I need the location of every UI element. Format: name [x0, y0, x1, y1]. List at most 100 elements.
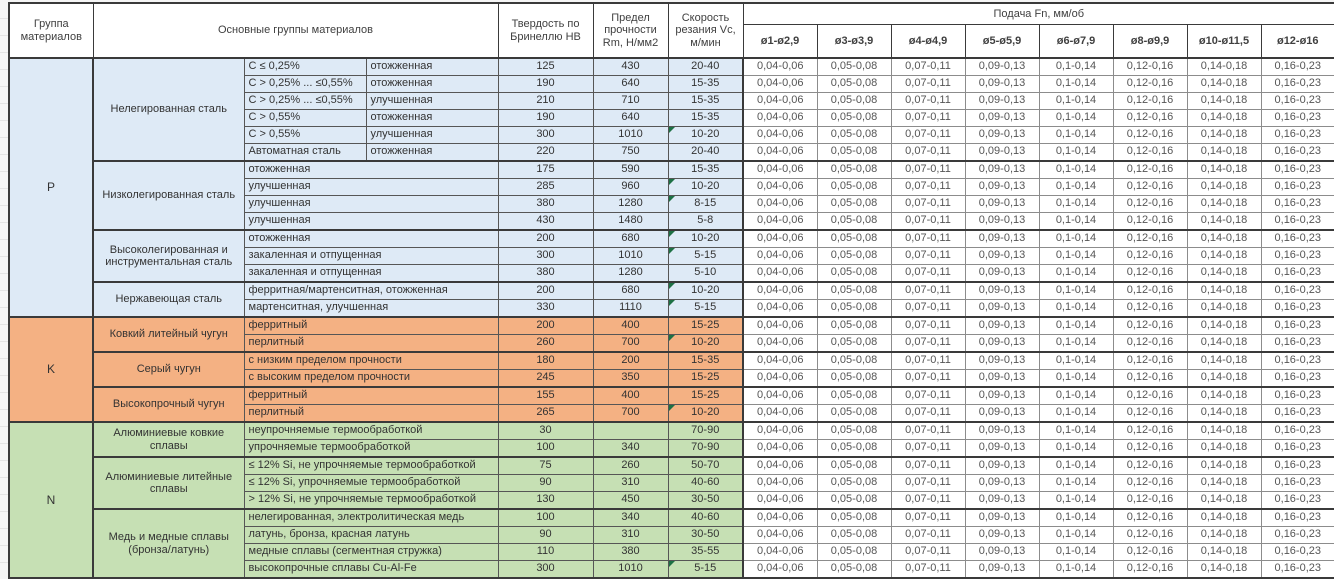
cell-feed[interactable]: 0,1-0,14 [1038, 299, 1114, 318]
cell-feed[interactable]: 0,14-0,18 [1186, 178, 1262, 196]
cell-feed[interactable]: 0,16-0,23 [1260, 474, 1334, 492]
cell-condition[interactable]: улучшенная [243, 212, 499, 231]
cell-speed[interactable]: 20-40 [667, 143, 744, 162]
cell-condition[interactable]: C > 0,25% ... ≤0,55% [243, 92, 367, 110]
cell-feed[interactable]: 0,1-0,14 [1038, 316, 1114, 335]
cell-feed[interactable]: 0,12-0,16 [1112, 299, 1188, 318]
cell-feed[interactable]: 0,09-0,13 [964, 456, 1040, 475]
cell-feed[interactable]: 0,09-0,13 [964, 126, 1040, 144]
cell-hardness[interactable]: 175 [497, 160, 594, 179]
cell-feed[interactable]: 0,14-0,18 [1186, 508, 1262, 527]
cell-hardness[interactable]: 100 [497, 439, 594, 458]
cell-speed[interactable]: 10-20 [667, 178, 744, 196]
cell-speed[interactable]: 15-25 [667, 316, 744, 335]
cell-feed[interactable]: 0,04-0,06 [742, 229, 818, 248]
cell-feed[interactable]: 0,1-0,14 [1038, 229, 1114, 248]
cell-condition[interactable]: ≤ 12% Si, упрочняемые термообработкой [243, 474, 499, 492]
cell-feed[interactable]: 0,09-0,13 [964, 178, 1040, 196]
cell-feed[interactable]: 0,14-0,18 [1186, 526, 1262, 544]
cell-feed[interactable]: 0,12-0,16 [1112, 560, 1188, 579]
cell-strength[interactable]: 310 [592, 474, 669, 492]
cell-speed[interactable]: 5-15 [667, 247, 744, 265]
cell-speed[interactable]: 50-70 [667, 456, 744, 475]
header-brinell-hardness[interactable]: Твердость по Бринеллю НВ [497, 2, 594, 59]
cell-feed[interactable]: 0,12-0,16 [1112, 421, 1188, 440]
cell-feed[interactable]: 0,07-0,11 [890, 351, 966, 370]
cell-condition[interactable]: ферритный [243, 316, 499, 335]
cell-feed[interactable]: 0,09-0,13 [964, 351, 1040, 370]
cell-feed[interactable]: 0,14-0,18 [1186, 160, 1262, 179]
cell-strength[interactable]: 340 [592, 439, 669, 458]
cell-strength[interactable]: 450 [592, 491, 669, 510]
cell-feed[interactable]: 0,07-0,11 [890, 126, 966, 144]
cell-feed[interactable]: 0,14-0,18 [1186, 57, 1262, 76]
cell-feed[interactable]: 0,12-0,16 [1112, 264, 1188, 283]
cell-feed[interactable]: 0,14-0,18 [1186, 560, 1262, 579]
cell-feed[interactable]: 0,12-0,16 [1112, 92, 1188, 110]
cell-hardness[interactable]: 90 [497, 474, 594, 492]
cell-feed[interactable]: 0,14-0,18 [1186, 456, 1262, 475]
cell-feed[interactable]: 0,04-0,06 [742, 247, 818, 265]
cell-feed[interactable]: 0,09-0,13 [964, 421, 1040, 440]
cell-feed[interactable]: 0,04-0,06 [742, 281, 818, 300]
cell-feed[interactable]: 0,1-0,14 [1038, 421, 1114, 440]
cell-hardness[interactable]: 75 [497, 456, 594, 475]
cell-feed[interactable]: 0,1-0,14 [1038, 474, 1114, 492]
cell-strength[interactable] [592, 421, 669, 440]
cell-feed[interactable]: 0,1-0,14 [1038, 109, 1114, 127]
cell-feed[interactable]: 0,12-0,16 [1112, 178, 1188, 196]
header-diameter-8[interactable]: ø12-ø16 [1260, 24, 1334, 59]
cell-feed[interactable]: 0,09-0,13 [964, 474, 1040, 492]
cell-feed[interactable]: 0,05-0,08 [816, 299, 892, 318]
cell-condition[interactable]: ≤ 12% Si, не упрочняемые термообработкой [243, 456, 499, 475]
cell-feed[interactable]: 0,1-0,14 [1038, 143, 1114, 162]
cell-feed[interactable]: 0,07-0,11 [890, 57, 966, 76]
cell-material-group[interactable]: Низколегированная сталь [92, 160, 245, 231]
cell-hardness[interactable]: 220 [497, 143, 594, 162]
cell-strength[interactable]: 590 [592, 160, 669, 179]
cell-feed[interactable]: 0,14-0,18 [1186, 143, 1262, 162]
cell-strength[interactable]: 1010 [592, 126, 669, 144]
cell-feed[interactable]: 0,1-0,14 [1038, 404, 1114, 423]
cell-hardness[interactable]: 300 [497, 126, 594, 144]
header-diameter-5[interactable]: ø6-ø7,9 [1038, 24, 1114, 59]
cell-feed[interactable]: 0,05-0,08 [816, 439, 892, 458]
cell-feed[interactable]: 0,04-0,06 [742, 299, 818, 318]
cell-condition[interactable]: C > 0,55% [243, 109, 367, 127]
cell-feed[interactable]: 0,05-0,08 [816, 474, 892, 492]
cell-hardness[interactable]: 110 [497, 543, 594, 561]
cell-feed[interactable]: 0,04-0,06 [742, 491, 818, 510]
cell-condition[interactable]: медные сплавы (сегментная стружка) [243, 543, 499, 561]
cell-feed[interactable]: 0,07-0,11 [890, 491, 966, 510]
cell-condition[interactable]: ферритный [243, 386, 499, 405]
cell-feed[interactable]: 0,05-0,08 [816, 75, 892, 93]
cell-group-letter[interactable]: P [8, 57, 94, 318]
cell-feed[interactable]: 0,1-0,14 [1038, 247, 1114, 265]
cell-speed[interactable]: 5-8 [667, 212, 744, 231]
cell-state[interactable]: улучшенная [365, 92, 499, 110]
cell-condition[interactable]: с высоким пределом прочности [243, 369, 499, 388]
cell-feed[interactable]: 0,1-0,14 [1038, 526, 1114, 544]
cell-condition[interactable]: с низким пределом прочности [243, 351, 499, 370]
cell-feed[interactable]: 0,05-0,08 [816, 491, 892, 510]
cell-feed[interactable]: 0,04-0,06 [742, 526, 818, 544]
cell-strength[interactable]: 1280 [592, 195, 669, 213]
cell-speed[interactable]: 15-25 [667, 369, 744, 388]
cell-speed[interactable]: 8-15 [667, 195, 744, 213]
cell-feed[interactable]: 0,14-0,18 [1186, 386, 1262, 405]
cell-feed[interactable]: 0,05-0,08 [816, 92, 892, 110]
cell-feed[interactable]: 0,14-0,18 [1186, 299, 1262, 318]
cell-feed[interactable]: 0,16-0,23 [1260, 109, 1334, 127]
cell-feed[interactable]: 0,1-0,14 [1038, 334, 1114, 353]
cell-feed[interactable]: 0,1-0,14 [1038, 439, 1114, 458]
cell-feed[interactable]: 0,1-0,14 [1038, 491, 1114, 510]
cell-feed[interactable]: 0,04-0,06 [742, 75, 818, 93]
cell-feed[interactable]: 0,16-0,23 [1260, 75, 1334, 93]
cell-feed[interactable]: 0,07-0,11 [890, 404, 966, 423]
cell-hardness[interactable]: 300 [497, 247, 594, 265]
cell-feed[interactable]: 0,1-0,14 [1038, 75, 1114, 93]
cell-feed[interactable]: 0,16-0,23 [1260, 386, 1334, 405]
cell-feed[interactable]: 0,12-0,16 [1112, 369, 1188, 388]
cell-feed[interactable]: 0,14-0,18 [1186, 109, 1262, 127]
cell-feed[interactable]: 0,09-0,13 [964, 526, 1040, 544]
